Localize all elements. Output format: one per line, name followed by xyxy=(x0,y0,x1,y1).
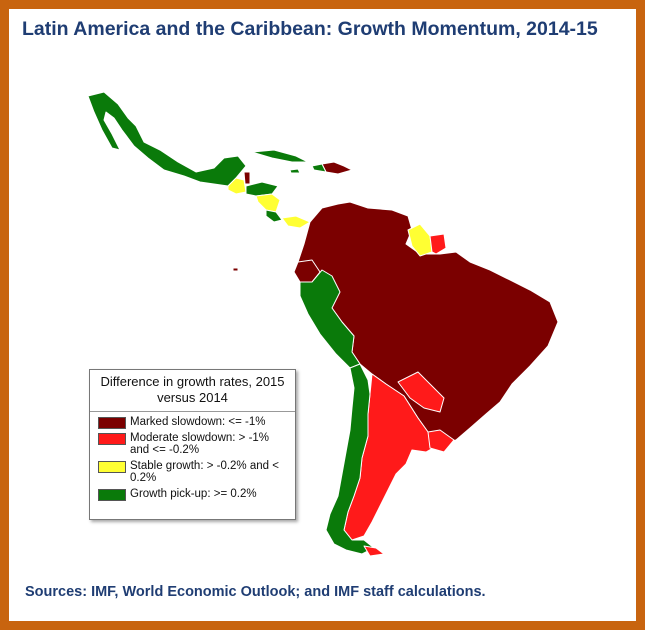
region-tierra-del-fuego xyxy=(363,545,385,557)
legend-label: Marked slowdown: <= -1% xyxy=(130,416,266,428)
region-suriname xyxy=(429,233,447,255)
region-costa-rica xyxy=(265,209,283,223)
region-nicaragua xyxy=(255,193,281,213)
legend-item-growth-pickup: Growth pick-up: >= 0.2% xyxy=(90,488,295,501)
map-legend: Difference in growth rates, 2015 versus … xyxy=(89,369,296,520)
legend-item-marked-slowdown: Marked slowdown: <= -1% xyxy=(90,416,295,429)
region-jamaica xyxy=(289,168,301,174)
map-title: Latin America and the Caribbean: Growth … xyxy=(22,18,598,40)
region-honduras xyxy=(245,181,279,197)
legend-swatch-stable-growth xyxy=(98,461,126,473)
region-haiti xyxy=(311,163,327,173)
source-note: Sources: IMF, World Economic Outlook; an… xyxy=(25,584,486,600)
legend-swatch-growth-pickup xyxy=(98,489,126,501)
legend-label: Moderate slowdown: > -1% and <= -0.2% xyxy=(130,432,270,456)
region-paraguay xyxy=(397,371,445,413)
region-belize xyxy=(243,171,251,185)
legend-title: Difference in growth rates, 2015 versus … xyxy=(90,370,295,412)
region-cuba xyxy=(251,149,309,163)
region-panama xyxy=(281,215,311,229)
region-hispaniola xyxy=(321,161,353,175)
legend-label: Stable growth: > -0.2% and < 0.2% xyxy=(130,460,279,484)
legend-label: Growth pick-up: >= 0.2% xyxy=(130,488,257,500)
legend-swatch-moderate-slowdown xyxy=(98,433,126,445)
region-uruguay xyxy=(427,429,455,453)
region-peru xyxy=(299,269,361,369)
region-island-red xyxy=(232,267,239,272)
region-mexico xyxy=(87,91,247,187)
region-chile xyxy=(325,363,375,555)
legend-item-stable-growth: Stable growth: > -0.2% and < 0.2% xyxy=(90,460,295,484)
legend-item-moderate-slowdown: Moderate slowdown: > -1% and <= -0.2% xyxy=(90,432,295,456)
legend-swatch-marked-slowdown xyxy=(98,417,126,429)
